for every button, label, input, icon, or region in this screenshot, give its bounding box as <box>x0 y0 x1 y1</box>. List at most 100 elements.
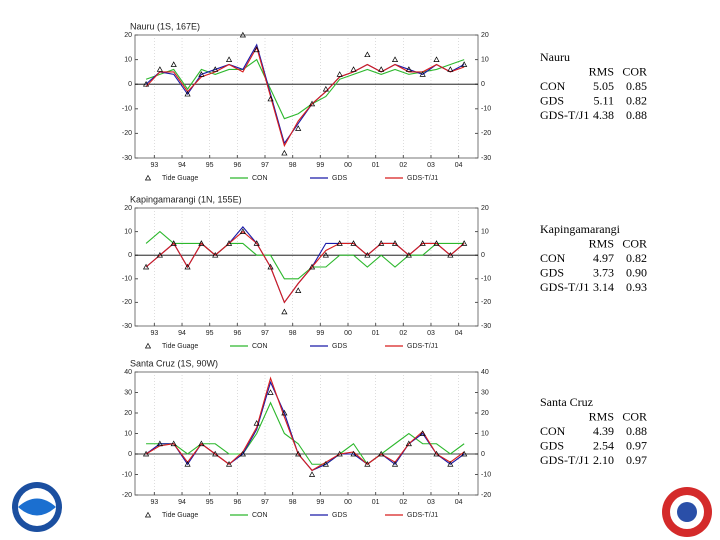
chart: Santa Cruz (1S, 90W)-20 -20-10 -100 010 1020… <box>122 358 647 518</box>
x-tick-label: 95 <box>206 330 214 337</box>
y-tick-label: -20 <box>122 492 132 499</box>
tide-gauge-point <box>322 461 329 467</box>
tide-gauge-point <box>212 66 219 72</box>
stats-rms: 5.05 <box>593 79 614 93</box>
tide-gauge-point <box>433 56 440 62</box>
tide-gauge-point <box>419 71 426 77</box>
chart-title: Santa Cruz (1S, 90W) <box>130 358 218 368</box>
x-tick-label: 96 <box>233 162 241 169</box>
tide-gauge-point <box>391 461 399 467</box>
tide-gauge-point <box>225 240 233 246</box>
x-tick-label: 04 <box>455 330 463 337</box>
tide-gauge-point <box>212 251 219 258</box>
y2-tick-label: 20 <box>481 205 489 212</box>
y-tick-label: 40 <box>124 369 132 376</box>
stats-cor: 0.88 <box>626 424 647 438</box>
legend-marker <box>144 174 152 181</box>
stats-title: Nauru <box>540 50 570 64</box>
tide-gauge-point <box>364 251 371 258</box>
y2-tick-label: 30 <box>481 389 489 396</box>
y2-tick-label: 10 <box>481 56 489 63</box>
y-tick-label: -30 <box>122 323 132 330</box>
tide-gauge-point <box>350 240 357 246</box>
tide-gauge-point <box>419 430 426 436</box>
x-tick-label: 01 <box>372 499 380 506</box>
tide-gauge-point <box>405 251 412 258</box>
noaa-logo <box>12 482 62 532</box>
plot-frame <box>134 34 479 159</box>
y-tick-label: -10 <box>122 106 132 113</box>
stats-rms: 4.39 <box>593 424 614 438</box>
legend-label: GDS-T/J1 <box>407 343 438 350</box>
y-tick-label: 0 <box>128 451 132 458</box>
series-line <box>145 230 465 280</box>
y2-tick-label: -10 <box>481 471 491 478</box>
tide-gauge-point <box>198 240 205 246</box>
tide-gauge-point <box>350 450 357 457</box>
legend-label: GDS-T/J1 <box>407 175 438 182</box>
y-tick-label: 10 <box>124 228 132 235</box>
series-line <box>145 58 465 120</box>
chart: Nauru (1S, 167E)-30 -30-20 -20-10 -100 010 10… <box>122 21 647 181</box>
x-tick-label: 04 <box>455 162 463 169</box>
y2-tick-label: 10 <box>481 430 489 437</box>
tide-gauge-point <box>295 125 302 131</box>
tide-gauge-point <box>239 31 246 38</box>
stats-name: GDS <box>540 438 564 452</box>
tide-gauge-point <box>364 51 371 58</box>
legend-marker <box>144 511 152 518</box>
x-tick-label: 98 <box>289 330 297 337</box>
tide-gauge-point <box>239 450 246 457</box>
tide-gauge-point <box>142 450 150 457</box>
stats-name: CON <box>540 251 566 265</box>
legend-label: GDS <box>332 175 348 182</box>
stats-header: COR <box>622 409 647 423</box>
x-tick-label: 02 <box>399 499 407 506</box>
tide-gauge-point <box>142 263 150 270</box>
stats-header: RMS <box>589 64 614 78</box>
plot-frame <box>134 207 479 327</box>
x-tick-label: 00 <box>344 330 352 337</box>
tide-gauge-point <box>336 450 343 457</box>
tide-gauge-point <box>239 228 246 234</box>
stats-name: GDS <box>540 265 564 279</box>
y-tick-label: 10 <box>124 430 132 437</box>
stats-rms: 4.38 <box>593 108 614 122</box>
tide-gauge-point <box>253 420 260 426</box>
y-tick-label: 20 <box>124 205 132 212</box>
tide-gauge-point <box>405 66 412 72</box>
y-tick-label: 20 <box>124 410 132 417</box>
tide-gauge-point <box>308 100 316 107</box>
x-tick-label: 93 <box>150 499 158 506</box>
legend-label: CON <box>252 343 268 350</box>
y2-tick-label: 0 <box>481 81 485 88</box>
tide-gauge-point <box>447 66 454 72</box>
tide-gauge-point <box>281 308 288 315</box>
tide-gauge-point <box>267 263 274 270</box>
tide-gauge-point <box>156 440 163 447</box>
x-tick-label: 98 <box>289 499 297 506</box>
x-tick-label: 03 <box>427 162 435 169</box>
x-tick-label: 97 <box>261 499 269 506</box>
tide-gauge-point <box>350 66 357 72</box>
x-tick-label: 95 <box>206 162 214 169</box>
stats-header: RMS <box>589 236 614 250</box>
stats-rms: 4.97 <box>593 251 614 265</box>
stats-name: CON <box>540 424 566 438</box>
y-tick-label: 20 <box>124 32 132 39</box>
tide-gauge-point <box>433 450 440 457</box>
x-tick-label: 93 <box>150 330 158 337</box>
tide-gauge-point <box>461 240 468 246</box>
stats-rms: 3.14 <box>593 280 614 294</box>
tide-gauge-point <box>461 450 468 457</box>
tide-gauge-point <box>322 251 329 258</box>
tide-gauge-point <box>253 46 260 53</box>
tide-gauge-point <box>253 240 260 246</box>
stats-name: GDS-T/J1 <box>540 108 589 122</box>
x-tick-label: 99 <box>316 162 324 169</box>
y-tick-label: 10 <box>124 56 132 63</box>
legend-label: Tide Guage <box>162 343 198 350</box>
legend-label: CON <box>252 175 268 182</box>
stats-cor: 0.85 <box>626 79 647 93</box>
